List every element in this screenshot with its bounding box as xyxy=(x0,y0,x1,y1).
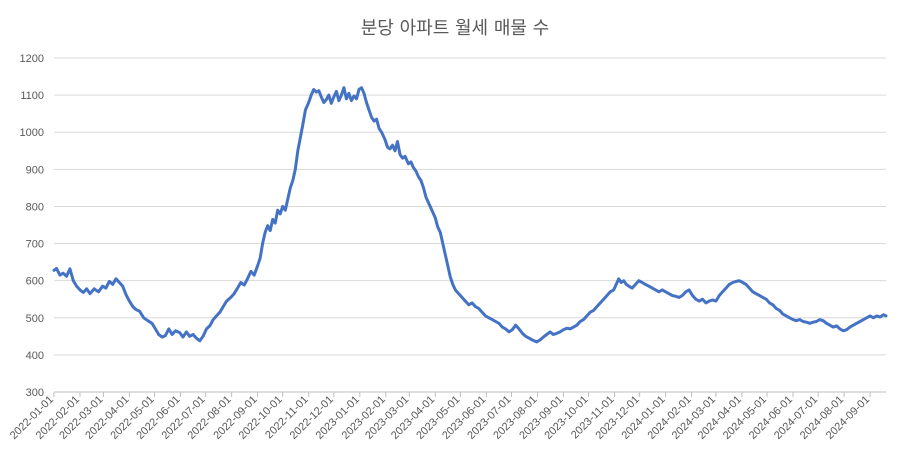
chart-title: 분당 아파트 월세 매물 수 xyxy=(361,18,550,39)
y-tick-label: 1200 xyxy=(20,53,44,65)
y-axis-tick-labels: 300 400 500 600 700 800 900 1000 1100 1200 xyxy=(20,53,44,399)
y-tick-label: 500 xyxy=(26,313,44,325)
y-tick-label: 700 xyxy=(26,239,44,251)
y-tick-label: 300 xyxy=(26,387,44,399)
series-line-1 xyxy=(52,86,888,344)
y-tick-label: 900 xyxy=(26,164,44,176)
gridlines xyxy=(54,57,886,393)
y-tick-label: 1000 xyxy=(20,127,44,139)
y-tick-label: 800 xyxy=(26,201,44,213)
series-layer xyxy=(52,86,888,344)
y-tick-label: 1100 xyxy=(20,90,44,102)
y-tick-label: 600 xyxy=(26,276,44,288)
x-axis-tick-labels: 2022-01-012022-02-012022-03-012022-04-01… xyxy=(8,392,872,442)
y-tick-label: 400 xyxy=(26,350,44,362)
